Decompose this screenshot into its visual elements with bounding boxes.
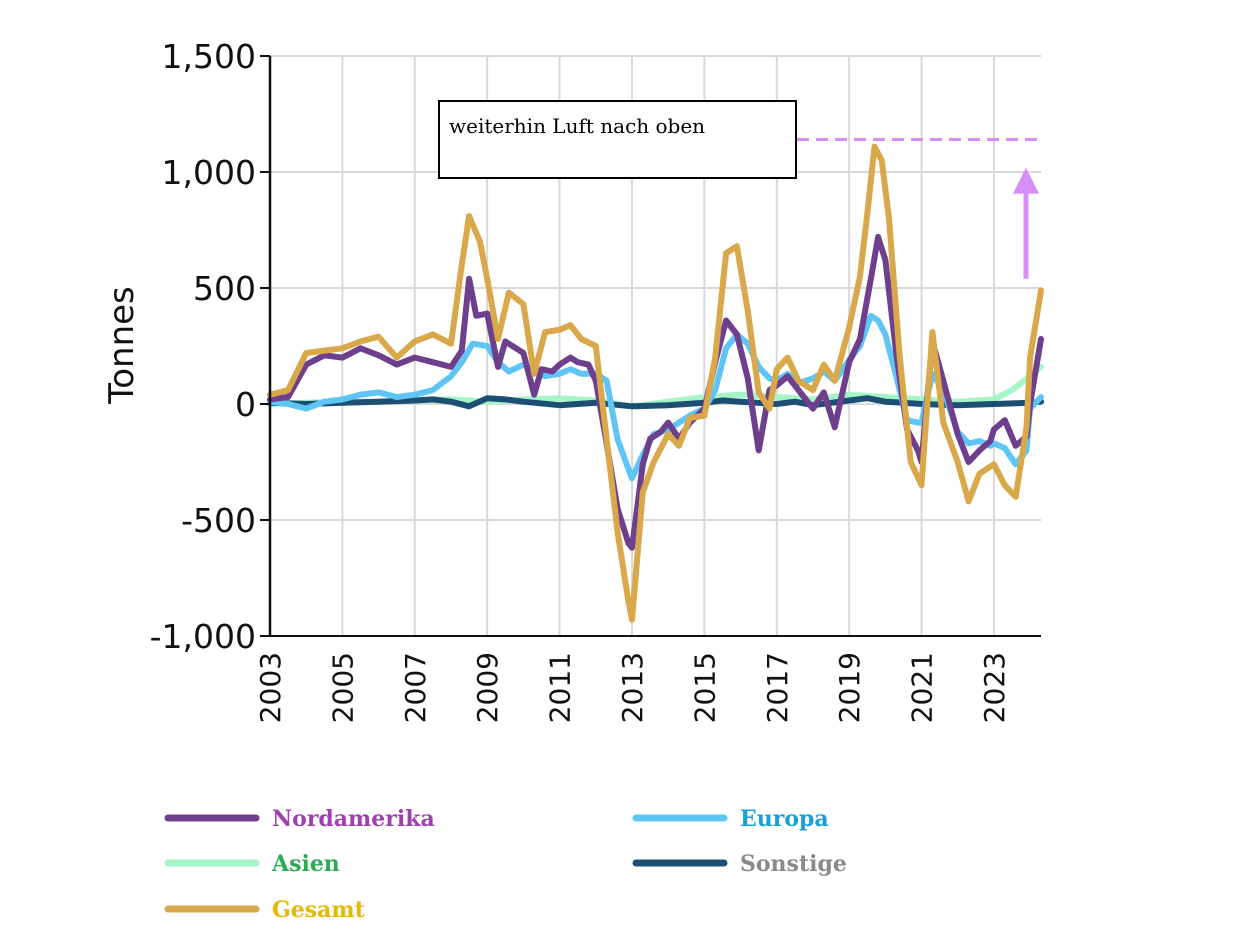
legend-label: Europa	[740, 806, 829, 832]
x-tick-label: 2013	[616, 652, 649, 723]
annotation: weiterhin Luft nach oben	[438, 100, 1041, 279]
y-tick-label: 1,500	[162, 37, 256, 76]
x-tick-label: 2019	[833, 652, 866, 723]
legend: Nordamerika Europa Asien Sonstige Gesamt	[164, 806, 847, 923]
annotation-text: weiterhin Luft nach oben	[449, 114, 705, 138]
legend-item-gesamt: Gesamt	[164, 897, 366, 923]
legend-item-sonstige: Sonstige	[632, 851, 847, 877]
y-tick-label: -500	[181, 501, 256, 540]
x-tick-label: 2003	[254, 652, 287, 723]
x-tick-label: 2007	[399, 652, 432, 723]
x-tick-label: 2011	[544, 652, 577, 723]
chart-series	[267, 143, 1044, 623]
y-tick-label: 0	[235, 385, 256, 424]
x-tick-label: 2005	[326, 652, 359, 723]
y-tick-label: 1,000	[162, 153, 256, 192]
x-tick-label: 2017	[761, 652, 794, 723]
legend-label: Sonstige	[740, 851, 847, 877]
x-tick-label: 2023	[978, 652, 1011, 723]
x-tick-label: 2009	[471, 652, 504, 723]
y-tick-label: -1,000	[150, 617, 256, 656]
legend-label: Gesamt	[272, 897, 366, 923]
annotation-box	[438, 100, 797, 179]
upward-arrow-head	[1013, 167, 1039, 194]
legend-label: Nordamerika	[272, 806, 435, 832]
legend-item-nordamerika: Nordamerika	[164, 806, 435, 832]
y-axis-label: Tonnes	[102, 286, 142, 405]
legend-label: Asien	[271, 851, 340, 877]
series-line-gesamt	[267, 143, 1044, 623]
x-tick-label: 2015	[688, 652, 721, 723]
legend-item-asien: Asien	[164, 851, 340, 877]
x-tick-label: 2021	[906, 652, 939, 723]
series-line-sonstige	[267, 395, 1044, 410]
y-tick-label: 500	[193, 269, 256, 308]
legend-item-europa: Europa	[632, 806, 829, 832]
